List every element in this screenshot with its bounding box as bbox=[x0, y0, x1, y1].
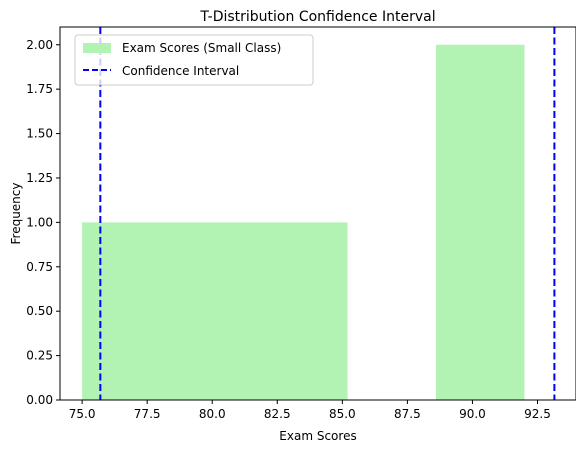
y-tick-label: 1.75 bbox=[26, 82, 53, 96]
histogram-bar-1 bbox=[436, 44, 525, 401]
x-tick-label: 92.5 bbox=[524, 407, 551, 421]
y-axis-label: Frequency bbox=[9, 183, 23, 245]
chart-title: T-Distribution Confidence Interval bbox=[199, 9, 435, 25]
x-tick-label: 77.5 bbox=[134, 407, 161, 421]
y-tick-label: 0.00 bbox=[26, 393, 53, 407]
plot-frame bbox=[59, 26, 576, 401]
x-tick-label: 87.5 bbox=[394, 407, 421, 421]
x-axis-ticks: 75.0 77.5 80.0 82.5 85.0 87.5 90.0 92.5 bbox=[69, 400, 551, 421]
y-tick-label: 0.50 bbox=[26, 304, 53, 318]
x-tick-label: 90.0 bbox=[459, 407, 486, 421]
y-tick-label: 2.00 bbox=[26, 38, 53, 52]
x-tick-label: 75.0 bbox=[69, 407, 96, 421]
y-tick-label: 1.00 bbox=[26, 215, 53, 229]
legend-label-confidence-interval: Confidence Interval bbox=[122, 64, 239, 78]
legend: Exam Scores (Small Class) Confidence Int… bbox=[74, 34, 314, 86]
x-axis-label: Exam Scores bbox=[279, 429, 356, 443]
x-tick-label: 85.0 bbox=[329, 407, 356, 421]
legend-swatch-histogram bbox=[83, 43, 111, 53]
y-axis-ticks: 0.00 0.25 0.50 0.75 1.00 1.25 1.50 1.75 2.00 bbox=[26, 38, 60, 407]
histogram-bars bbox=[82, 44, 525, 401]
y-tick-label: 0.25 bbox=[26, 349, 53, 363]
confidence-interval-lines bbox=[99, 27, 556, 400]
legend-box bbox=[74, 34, 314, 86]
x-tick-label: 80.0 bbox=[199, 407, 226, 421]
y-tick-label: 0.75 bbox=[26, 260, 53, 274]
y-tick-label: 1.25 bbox=[26, 171, 53, 185]
y-tick-label: 1.50 bbox=[26, 127, 53, 141]
histogram-bar-0 bbox=[82, 222, 348, 400]
legend-label-histogram: Exam Scores (Small Class) bbox=[122, 41, 281, 55]
x-tick-label: 82.5 bbox=[264, 407, 291, 421]
